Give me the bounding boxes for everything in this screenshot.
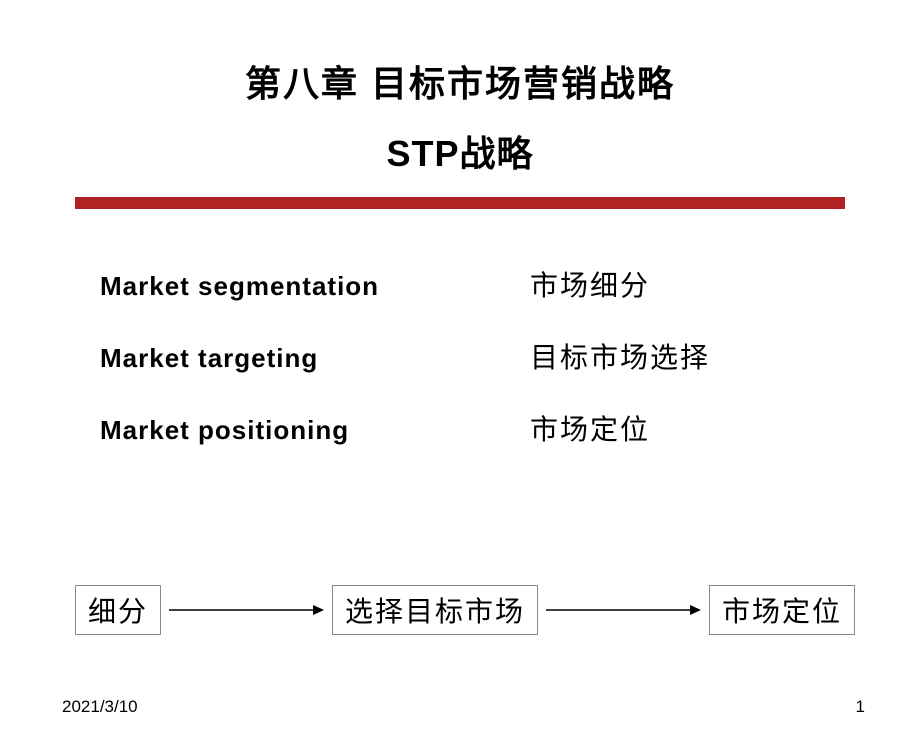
definition-chinese: 市场定位 bbox=[530, 408, 650, 448]
definition-english: Market positioning bbox=[100, 415, 530, 446]
definitions-list: Market segmentation 市场细分 Market targetin… bbox=[0, 264, 920, 448]
footer-date: 2021/3/10 bbox=[62, 697, 138, 717]
title-line-2: STP战略 bbox=[0, 125, 920, 177]
flow-arrow-icon bbox=[169, 609, 324, 611]
definition-english: Market targeting bbox=[100, 343, 530, 374]
definition-row: Market targeting 目标市场选择 bbox=[100, 336, 920, 376]
flow-box-1: 细分 bbox=[75, 585, 161, 635]
footer-page-number: 1 bbox=[856, 697, 865, 717]
definition-chinese: 市场细分 bbox=[530, 264, 650, 304]
definition-row: Market segmentation 市场细分 bbox=[100, 264, 920, 304]
flowchart: 细分 选择目标市场 市场定位 bbox=[75, 585, 855, 635]
slide-container: 第八章 目标市场营销战略 STP战略 Market segmentation 市… bbox=[0, 55, 920, 745]
title-line-1: 第八章 目标市场营销战略 bbox=[0, 55, 920, 107]
definition-row: Market positioning 市场定位 bbox=[100, 408, 920, 448]
flow-box-2: 选择目标市场 bbox=[332, 585, 538, 635]
definition-english: Market segmentation bbox=[100, 271, 530, 302]
flow-box-3: 市场定位 bbox=[709, 585, 855, 635]
definition-chinese: 目标市场选择 bbox=[530, 336, 710, 376]
divider-bar bbox=[75, 197, 845, 209]
flow-arrow-icon bbox=[546, 609, 701, 611]
